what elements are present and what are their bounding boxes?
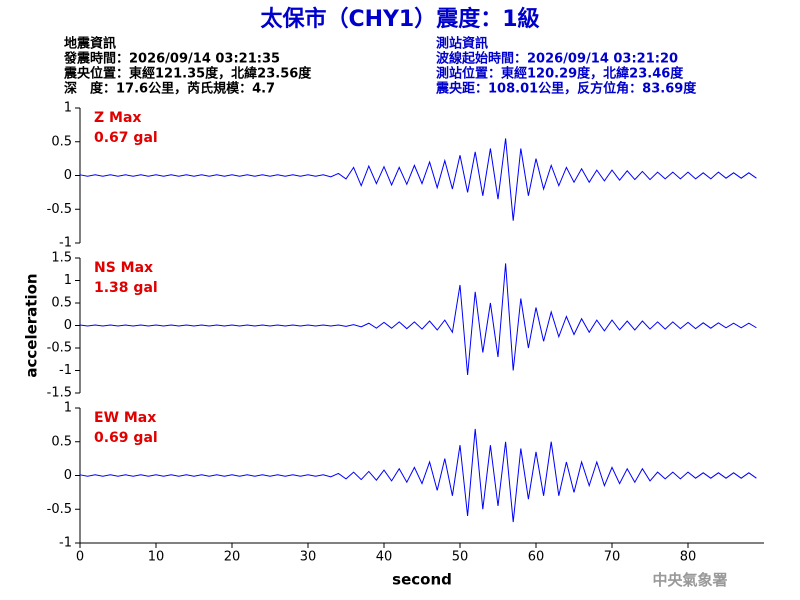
y-tick-label: 1	[64, 401, 72, 416]
x-tick-label: 30	[300, 550, 317, 565]
waveform	[79, 138, 757, 221]
y-tick-label: -1	[59, 536, 72, 551]
watermark: 中央氣象署	[652, 571, 727, 589]
chart-title: 太保市（CHY1）震度：1級	[260, 6, 539, 32]
y-tick-label: 0.5	[51, 134, 72, 149]
x-tick-label: 80	[680, 550, 697, 565]
y-tick-label: -0.5	[47, 341, 72, 356]
x-tick-label: 20	[224, 550, 241, 565]
y-tick-label: 0	[64, 168, 72, 183]
waveform	[79, 428, 757, 523]
y-tick-label: -1	[59, 363, 72, 378]
max-label: 0.69 gal	[94, 430, 158, 446]
y-tick-label: 0.5	[51, 434, 72, 449]
station-info: 波線起始時間：2026/09/14 03:21:20	[436, 51, 678, 67]
max-label: NS Max	[94, 260, 153, 276]
quake-info: 發震時間：2026/09/14 03:21:35	[63, 51, 280, 67]
y-tick-label: -0.5	[47, 202, 72, 217]
y-tick-label: 1	[64, 101, 72, 116]
y-tick-label: 0.5	[51, 296, 72, 311]
x-axis-label: second	[392, 571, 452, 589]
station-info: 測站資訊	[436, 36, 488, 52]
y-tick-label: 1.5	[51, 251, 72, 266]
x-tick-label: 40	[376, 550, 393, 565]
x-tick-label: 70	[604, 550, 621, 565]
x-tick-label: 50	[452, 550, 469, 565]
quake-info: 震央位置：東經121.35度，北緯23.56度	[63, 66, 312, 82]
station-info: 震央距：108.01公里，反方位角：83.69度	[435, 81, 697, 97]
y-tick-label: -1	[59, 236, 72, 251]
max-label: Z Max	[94, 110, 141, 126]
x-tick-label: 60	[528, 550, 545, 565]
max-label: 1.38 gal	[94, 280, 158, 296]
y-tick-label: 0	[64, 318, 72, 333]
x-tick-label: 10	[148, 550, 165, 565]
quake-info: 深 度：17.6公里，芮氏規模：4.7	[64, 81, 275, 97]
quake-info: 地震資訊	[64, 36, 116, 52]
station-info: 測站位置：東經120.29度，北緯23.46度	[436, 66, 684, 82]
y-tick-label: -0.5	[47, 502, 72, 517]
y-axis-label: acceleration	[23, 273, 41, 377]
waveform	[79, 263, 757, 376]
max-label: 0.67 gal	[94, 130, 158, 146]
max-label: EW Max	[94, 410, 156, 426]
y-tick-label: -1.5	[47, 386, 72, 401]
y-tick-label: 0	[64, 468, 72, 483]
x-tick-label: 0	[76, 550, 84, 565]
y-tick-label: 1	[64, 273, 72, 288]
